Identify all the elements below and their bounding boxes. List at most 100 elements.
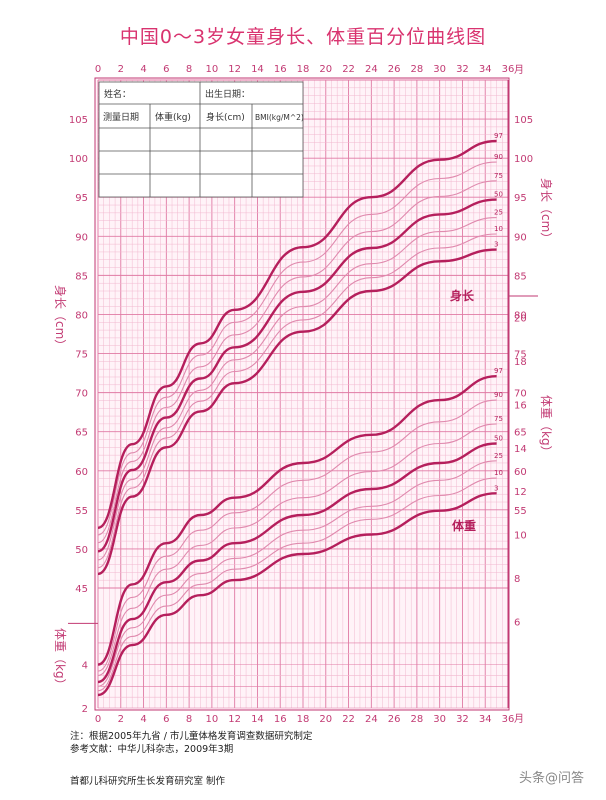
- weight-curve-p75: [97, 423, 497, 677]
- top-month-tick: 24: [365, 64, 378, 75]
- right-length-tick: 95: [514, 193, 527, 204]
- weight-percentile-label: 10: [494, 469, 503, 477]
- top-month-tick: 4: [140, 64, 146, 75]
- right-length-tick: 80: [514, 311, 527, 322]
- credit: 首都儿科研究所生长发育研究室 制作: [70, 776, 226, 787]
- top-month-tick: 6: [163, 64, 169, 75]
- length-curve-p90: [97, 161, 497, 536]
- right-weight-tick: 18: [514, 357, 527, 368]
- bottom-month-tick: 6: [163, 714, 169, 725]
- left-length-tick: 60: [75, 467, 88, 478]
- left-length-tick: 100: [69, 154, 88, 165]
- right-weight-tick: 6: [514, 617, 520, 628]
- top-month-tick: 14: [251, 64, 264, 75]
- note-line-2: 参考文献：中华儿科杂志，2009年3期: [70, 744, 234, 755]
- left-length-tick: 105: [69, 115, 88, 126]
- right-weight-tick: 20: [514, 314, 527, 325]
- length-percentile-label: 97: [494, 132, 503, 140]
- bottom-month-tick: 28: [411, 714, 424, 725]
- note-line-1: 注：根据2005年九省 / 市儿童体格发育调查数据研究制定: [70, 731, 313, 742]
- weight-percentile-label: 97: [494, 367, 503, 375]
- left-length-tick: 55: [75, 506, 88, 517]
- right-weight-tick: 10: [514, 531, 527, 542]
- bottom-month-tick: 14: [251, 714, 264, 725]
- length-curve-p50: [97, 198, 497, 553]
- weight-percentile-label: 25: [494, 452, 503, 460]
- left-length-tick: 65: [75, 428, 88, 439]
- bottom-month-tick: 18: [297, 714, 310, 725]
- left-length-tick: 45: [75, 584, 88, 595]
- right-length-tick: 65: [514, 428, 527, 439]
- percentile-labels: 3 10 25 50 75 90 97 3 10 25 50 75 90 97: [494, 132, 503, 492]
- top-month-tick: 28: [411, 64, 424, 75]
- top-month-tick: 8: [186, 64, 192, 75]
- top-month-tick: 32: [456, 64, 469, 75]
- bottom-month-tick: 12: [228, 714, 241, 725]
- right-weight-tick: 12: [514, 487, 527, 498]
- weight-curve-p3: [97, 492, 497, 697]
- top-month-tick: 12: [228, 64, 241, 75]
- bottom-month-tick: 24: [365, 714, 378, 725]
- weight-percentile-label: 3: [494, 484, 498, 492]
- left-length-tick: 75: [75, 350, 88, 361]
- right-length-tick: 105: [514, 115, 533, 126]
- length-percentile-label: 50: [494, 191, 503, 199]
- right-weight-tick: 8: [514, 574, 520, 585]
- form-box: [98, 81, 304, 198]
- form-birth-label: 出生日期：: [205, 88, 250, 100]
- bottom-month-tick: 10: [206, 714, 219, 725]
- length-curve-p25: [97, 217, 497, 561]
- length-percentile-label: 25: [494, 209, 503, 217]
- length-curve-p3: [97, 248, 497, 576]
- right-length-tick: 60: [514, 467, 527, 478]
- left-length-tick: 95: [75, 193, 88, 204]
- top-month-tick: 22: [342, 64, 355, 75]
- bottom-month-tick: 8: [186, 714, 192, 725]
- percentile-curves: [97, 139, 497, 697]
- top-month-tick: 26: [388, 64, 401, 75]
- bottom-month-tick: 20: [319, 714, 332, 725]
- left-length-tick: 50: [75, 545, 88, 556]
- chart-title: 中国0～3岁女童身长、体重百分位曲线图: [119, 26, 487, 48]
- top-month-tick: 0: [95, 64, 101, 75]
- top-month-unit: 月: [514, 64, 524, 76]
- left-length-tick: 70: [75, 389, 88, 400]
- bottom-month-tick: 4: [140, 714, 146, 725]
- top-month-tick: 36: [502, 64, 515, 75]
- length-percentile-label: 75: [494, 172, 503, 180]
- watermark: 头条@问答: [518, 771, 584, 786]
- bottom-month-tick: 32: [456, 714, 469, 725]
- right-length-tick: 85: [514, 271, 527, 282]
- right-length-axis-label: 身长（cm）: [539, 178, 554, 244]
- weight-percentile-label: 50: [494, 435, 503, 443]
- top-month-tick: 2: [118, 64, 124, 75]
- weight-curve-p90: [97, 399, 497, 672]
- left-length-tick: 80: [75, 311, 88, 322]
- length-curve-p10: [97, 233, 497, 569]
- bottom-month-tick: 0: [95, 714, 101, 725]
- left-length-axis-label: 身长（cm）: [53, 285, 68, 351]
- weight-curve-p50: [97, 442, 497, 684]
- top-month-tick: 16: [274, 64, 287, 75]
- bottom-month-tick: 16: [274, 714, 287, 725]
- top-month-tick: 34: [479, 64, 492, 75]
- right-length-tick: 100: [514, 154, 533, 165]
- notes: 注：根据2005年九省 / 市儿童体格发育调查数据研究制定 参考文献：中华儿科杂…: [70, 730, 312, 756]
- right-length-tick: 55: [514, 506, 527, 517]
- weight-curve-p10: [97, 477, 497, 692]
- left-length-tick: 85: [75, 271, 88, 282]
- bottom-month-unit: 月: [514, 713, 524, 725]
- weight-percentile-label: 75: [494, 415, 503, 423]
- top-month-tick: 30: [433, 64, 446, 75]
- right-axis-frame: [68, 80, 538, 708]
- form-header-length: 身长(cm): [206, 111, 245, 123]
- bottom-month-tick: 2: [118, 714, 124, 725]
- bottom-month-tick: 30: [433, 714, 446, 725]
- left-weight-tick: 4: [82, 661, 88, 672]
- right-length-tick: 90: [514, 232, 527, 243]
- bottom-month-tick: 22: [342, 714, 355, 725]
- length-curve-p97: [97, 139, 497, 529]
- length-curve-p75: [97, 180, 497, 544]
- top-month-tick: 10: [206, 64, 219, 75]
